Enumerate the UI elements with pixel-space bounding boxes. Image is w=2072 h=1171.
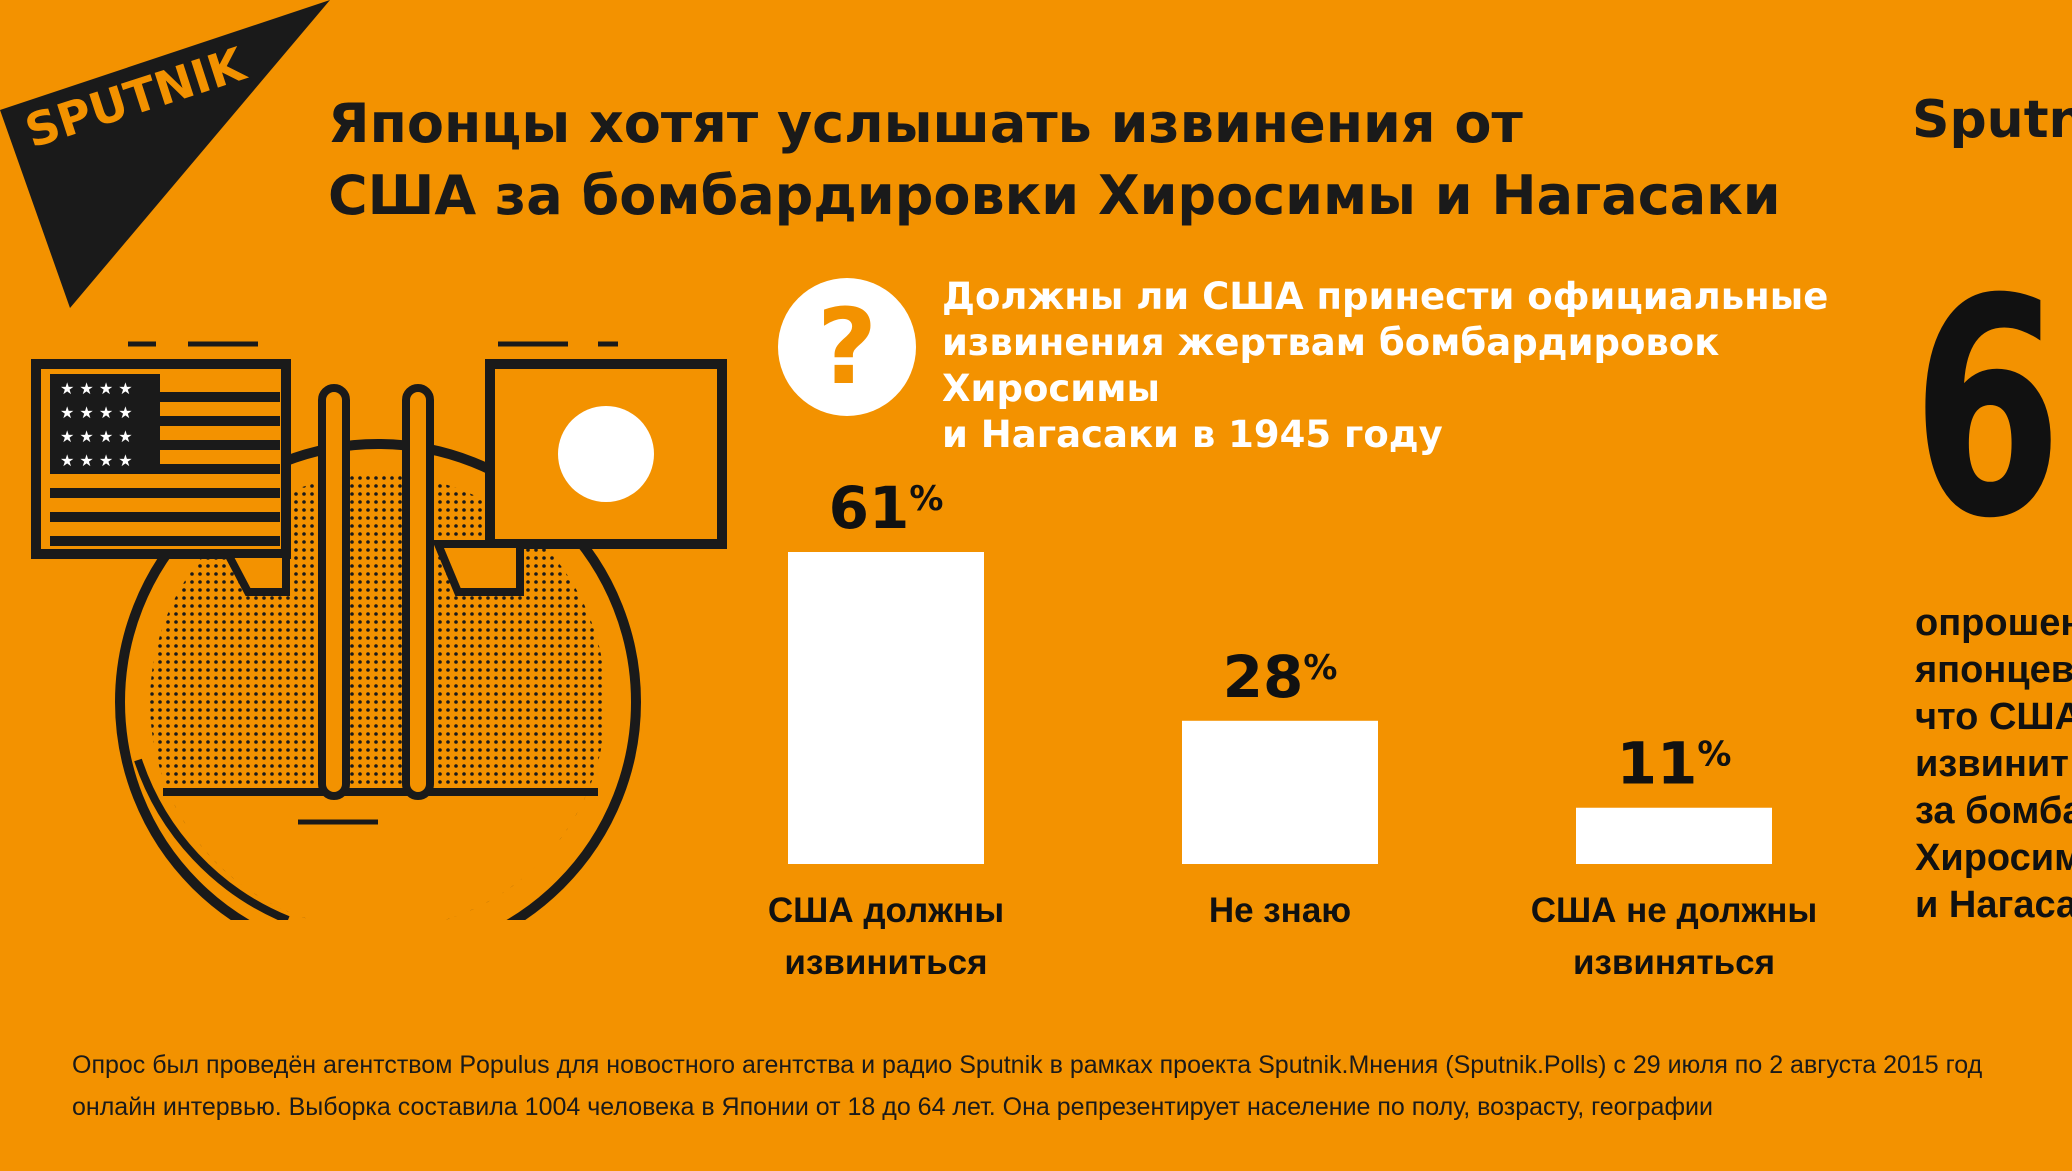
question-line-3: и Нагасаки в 1945 году bbox=[942, 413, 1443, 456]
highlight-caption-line: и Нагаса bbox=[1915, 884, 2072, 926]
value-unit: % bbox=[909, 479, 943, 519]
survey-question: Должны ли США принести официальные извин… bbox=[942, 274, 1882, 458]
survey-footnote: Опрос был проведён агентством Populus дл… bbox=[72, 1044, 2072, 1128]
category-label-3-line-2: извиняться bbox=[1573, 943, 1775, 982]
logo-triangle-shape bbox=[0, 0, 330, 308]
category-label-3-line-1: США не должны bbox=[1531, 891, 1818, 930]
svg-text:★ ★ ★ ★: ★ ★ ★ ★ bbox=[60, 427, 133, 446]
highlight-number: 6 bbox=[1912, 235, 2062, 584]
category-label-2-line-1: Не знаю bbox=[1209, 891, 1351, 930]
bar-chart: 61% США должны извиниться 28% Не знаю 11% США … bbox=[768, 474, 1818, 982]
bar-value-label-3: 11% bbox=[1617, 730, 1732, 798]
bar-value-label-1: 61% bbox=[829, 474, 944, 542]
bar-value-label-2: 28% bbox=[1223, 643, 1338, 711]
category-label-1-line-1: США должны bbox=[768, 891, 1004, 930]
flags-illustration: ★ ★ ★ ★ ★ ★ ★ ★ ★ ★ ★ ★ ★ ★ ★ ★ bbox=[31, 341, 727, 920]
title-line-2: США за бомбардировки Хиросимы и Нагасаки bbox=[328, 164, 1781, 227]
us-flag: ★ ★ ★ ★ ★ ★ ★ ★ ★ ★ ★ ★ ★ ★ ★ ★ bbox=[31, 359, 291, 596]
sputnik-logo[interactable]: SPUTNIK bbox=[0, 0, 330, 310]
value-number: 28 bbox=[1223, 643, 1304, 711]
japan-flag bbox=[432, 359, 727, 596]
disc-lower-band bbox=[150, 792, 606, 920]
highlight-caption: опрошен японцев что США извинит за бомба Хиро… bbox=[1915, 600, 2072, 929]
footnote-line-1: Опрос был проведён агентством Populus дл… bbox=[72, 1051, 1983, 1079]
value-unit: % bbox=[1697, 735, 1731, 775]
question-mark-icon: ? bbox=[778, 278, 916, 416]
category-label-1-line-2: извиниться bbox=[784, 943, 987, 982]
bar-1 bbox=[788, 552, 984, 864]
bar-3 bbox=[1576, 807, 1772, 864]
highlight-caption-line: Хиросим bbox=[1915, 837, 2072, 879]
svg-text:★ ★ ★ ★: ★ ★ ★ ★ bbox=[60, 451, 133, 470]
highlight-caption-line: что США bbox=[1915, 696, 2072, 738]
pole-left bbox=[318, 384, 350, 800]
brand-right-logo[interactable]: Sputni bbox=[1912, 90, 2072, 150]
highlight-caption-line: за бомба bbox=[1915, 790, 2072, 832]
highlight-caption-line: опрошен bbox=[1915, 602, 2072, 644]
svg-text:★ ★ ★ ★: ★ ★ ★ ★ bbox=[60, 403, 133, 422]
svg-text:★ ★ ★ ★: ★ ★ ★ ★ bbox=[60, 379, 133, 398]
ring-arc-accent bbox=[134, 758, 290, 920]
footnote-line-2: онлайн интервью. Выборка составила 1004 … bbox=[72, 1093, 1713, 1121]
question-line-2: извинения жертвам бомбардировок Хиросимы bbox=[942, 321, 1720, 410]
question-line-1: Должны ли США принести официальные bbox=[942, 275, 1829, 318]
highlight-caption-line: извинит bbox=[1915, 743, 2069, 785]
pole-right bbox=[402, 384, 434, 800]
bar-2 bbox=[1182, 720, 1378, 864]
page-title: Японцы хотят услышать извинения от США з… bbox=[328, 88, 1888, 232]
value-unit: % bbox=[1303, 648, 1337, 688]
value-number: 11 bbox=[1617, 730, 1698, 798]
outer-ring bbox=[115, 439, 641, 920]
question-symbol: ? bbox=[816, 286, 878, 408]
highlight-caption-line: японцев bbox=[1915, 649, 2072, 691]
value-number: 61 bbox=[829, 474, 910, 542]
title-line-1: Японцы хотят услышать извинения от bbox=[328, 92, 1523, 155]
